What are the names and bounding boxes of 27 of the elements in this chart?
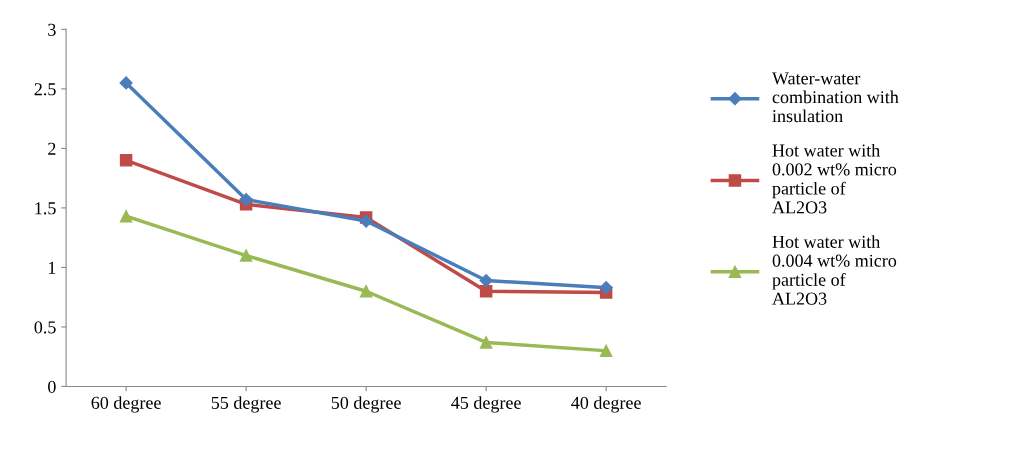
point bbox=[359, 284, 373, 298]
y-tick-label: 1.5 bbox=[35, 202, 56, 215]
x-tick-label: 60 degree bbox=[91, 396, 161, 413]
y-tick-label: 2.5 bbox=[34, 83, 56, 96]
point bbox=[599, 344, 613, 358]
y-tick-label: 0.5 bbox=[34, 321, 56, 334]
y-tick-label: 2 bbox=[48, 142, 56, 155]
y-tick-label: 0 bbox=[48, 380, 56, 393]
point bbox=[359, 214, 373, 228]
point bbox=[239, 249, 253, 262]
point bbox=[239, 192, 253, 207]
x-tick-label: 45 degree bbox=[451, 396, 521, 413]
point bbox=[479, 273, 493, 288]
x-tick-label: 40 degree bbox=[571, 396, 641, 413]
y-tick-label: 3 bbox=[48, 23, 56, 36]
legend-label: Water-water combination with insulation bbox=[771, 72, 899, 123]
x-tick-label: 50 degree bbox=[331, 396, 401, 413]
point bbox=[479, 336, 493, 349]
point bbox=[119, 154, 133, 167]
x-tick-label: 55 degree bbox=[211, 396, 281, 413]
point bbox=[479, 284, 493, 298]
legend-label: Hot water with 0.004 wt% micro particle of AL2O3 bbox=[772, 235, 897, 305]
legend-label: Hot water with 0.002 wt% micro particle of AL2O3 bbox=[772, 143, 897, 214]
y-tick-label: 1 bbox=[48, 261, 56, 274]
point bbox=[599, 281, 613, 295]
point bbox=[119, 210, 133, 223]
point bbox=[119, 76, 133, 90]
